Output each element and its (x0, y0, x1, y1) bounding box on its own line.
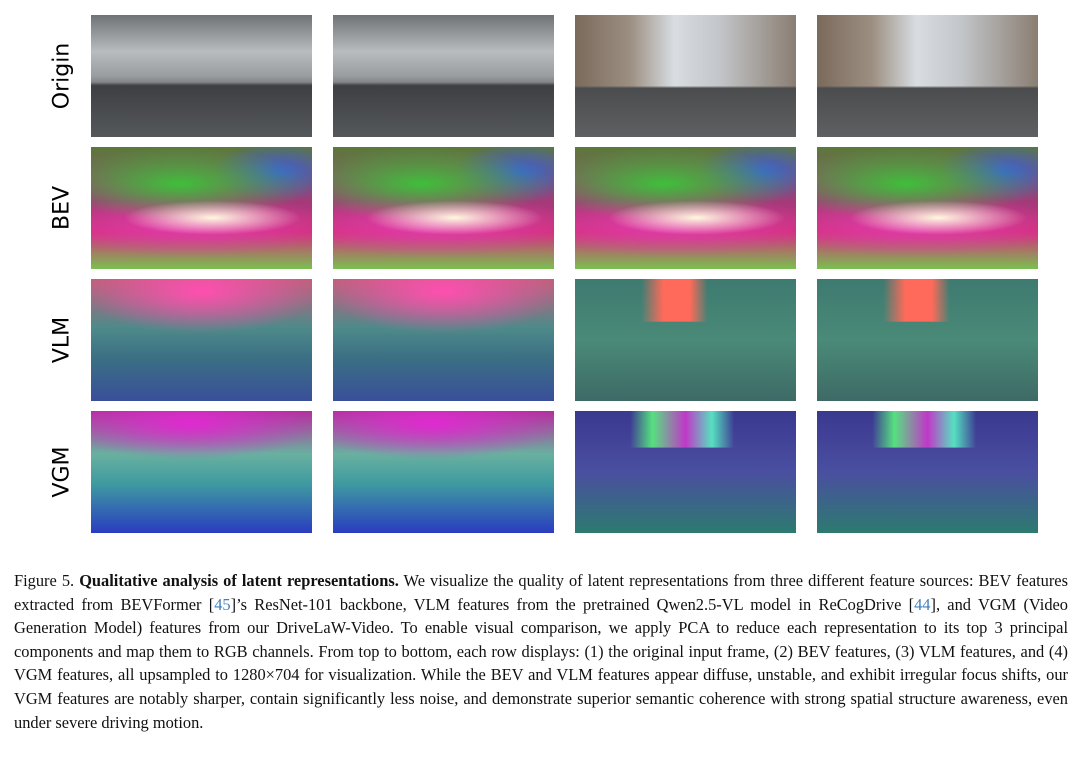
citation[interactable]: 45 (214, 594, 231, 614)
row-label-text: VGM (49, 446, 75, 498)
image (91, 147, 312, 269)
image (333, 411, 554, 533)
image (91, 279, 312, 401)
image (817, 411, 1038, 533)
image (91, 411, 312, 533)
image (575, 15, 796, 137)
image (575, 147, 796, 269)
image (817, 147, 1038, 269)
image (333, 147, 554, 269)
caption-text: ], and VGM (Video Generation Model) feat… (14, 594, 1068, 732)
caption-title: Qualitative analysis of latent represent… (79, 571, 399, 590)
image (333, 279, 554, 401)
row-label-text: BEV (49, 185, 75, 231)
caption-text: ]’s ResNet-101 backbone, VLM features fr… (230, 594, 915, 614)
image (575, 411, 796, 533)
citation[interactable]: 44 (914, 594, 931, 614)
image (817, 279, 1038, 401)
image (575, 279, 796, 401)
image (333, 15, 554, 137)
image (91, 15, 312, 137)
caption-label: Figure 5. (14, 571, 75, 590)
image (817, 15, 1038, 137)
row-label-text: Origin (49, 42, 75, 110)
row-label-text: VLM (49, 316, 75, 364)
caption-text: We visualize the quality of latent repre… (14, 571, 1068, 614)
caption: Figure 5. Qualitative analysis of latent… (14, 569, 1068, 734)
